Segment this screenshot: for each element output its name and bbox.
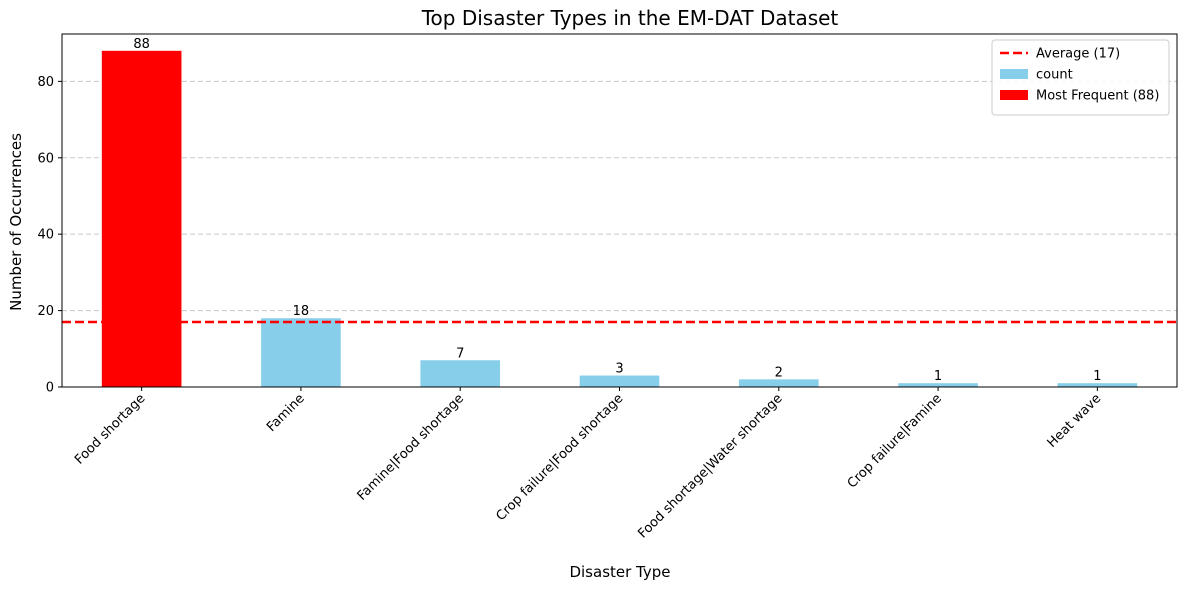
legend-label: count (1036, 68, 1073, 83)
y-tick-label: 20 (37, 304, 54, 319)
bar (420, 360, 501, 387)
y-tick-label: 0 (46, 381, 54, 396)
x-tick-label: Famine|Food shortage (355, 391, 467, 503)
bar-value-label: 18 (293, 304, 310, 319)
bar-value-label: 2 (775, 365, 783, 380)
bars (101, 50, 1138, 388)
x-tick-label: Heat wave (1045, 391, 1105, 451)
x-axis-label: Disaster Type (569, 563, 670, 581)
legend: Average (17) count Most Frequent (88) (991, 39, 1170, 116)
y-axis-label: Number of Occurrences (7, 133, 25, 311)
bar-value-labels: 88 18 7 3 2 1 1 (133, 37, 1101, 384)
legend-swatch (1000, 69, 1028, 79)
bar-value-label: 1 (934, 369, 942, 384)
x-tick-label: Food shortage|Water shortage (635, 391, 785, 541)
y-tick-label: 60 (37, 151, 54, 166)
chart-title: Top Disaster Types in the EM-DAT Dataset (421, 6, 839, 30)
bar-value-label: 7 (456, 346, 464, 361)
bar (738, 379, 819, 387)
x-tick-label: Crop failure|Food shortage (493, 391, 626, 524)
bar-most-frequent (101, 50, 182, 388)
bar (1057, 383, 1138, 387)
bar (579, 375, 660, 387)
bar-value-label: 88 (133, 37, 150, 52)
x-tick-label: Famine (264, 391, 308, 435)
bar (261, 318, 341, 387)
y-tick-label: 40 (37, 228, 54, 243)
bar-value-label: 1 (1093, 369, 1101, 384)
x-tick-label: Food shortage (72, 391, 148, 467)
grid-lines (62, 80, 1177, 388)
bar (898, 383, 978, 387)
legend-box (991, 39, 1170, 116)
bar-value-label: 3 (615, 362, 623, 377)
legend-label: Most Frequent (88) (1036, 89, 1159, 104)
legend-swatch (1000, 90, 1028, 100)
y-tick-label: 80 (37, 75, 54, 90)
legend-label: Average (17) (1036, 47, 1120, 62)
x-tick-label: Crop failure|Famine (845, 391, 945, 491)
